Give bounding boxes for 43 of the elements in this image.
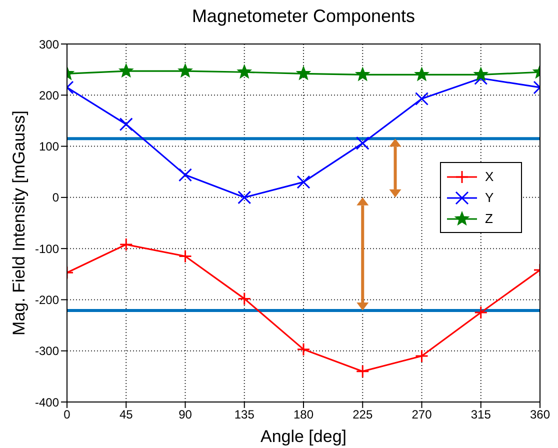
point <box>415 92 428 106</box>
legend-label: X <box>485 168 494 186</box>
y-tick-label: 200 <box>38 88 60 102</box>
point <box>237 64 252 78</box>
point <box>474 306 488 320</box>
legend-label: Z <box>485 210 493 228</box>
point <box>296 66 311 80</box>
point <box>415 349 428 363</box>
point <box>178 249 192 263</box>
point <box>119 118 133 132</box>
y-tick-label: 300 <box>38 37 60 52</box>
x-tick-label: 360 <box>530 408 550 422</box>
y-tick-label: -400 <box>34 395 60 410</box>
y-tick-label: 0 <box>52 190 60 205</box>
point <box>178 168 192 182</box>
x-tick-label: 135 <box>234 408 255 422</box>
x-axis-title: Angle [deg] <box>260 427 347 446</box>
x-tick-label: 315 <box>470 408 492 422</box>
point <box>414 67 429 81</box>
y-tick-label: -300 <box>34 344 60 358</box>
chart-title: Magnetometer Components <box>190 6 416 27</box>
point <box>119 238 133 252</box>
y-axis-title: Mag. Field Intensity [mGauss] <box>9 110 28 336</box>
y-tick-label: 100 <box>38 140 60 154</box>
x-tick-label: 180 <box>293 408 314 422</box>
x-tick-label: 45 <box>119 408 134 422</box>
y-tick-label: -100 <box>34 242 60 256</box>
point <box>356 136 370 150</box>
y-tick-label: -200 <box>34 292 60 307</box>
point <box>356 67 370 81</box>
point <box>296 342 310 356</box>
point <box>238 190 252 204</box>
x-tick-label: 270 <box>412 408 432 422</box>
x-tick-label: 225 <box>352 408 373 422</box>
point <box>296 175 310 189</box>
point <box>178 64 192 78</box>
x-tick-label: 0 <box>64 408 71 422</box>
point <box>356 364 370 378</box>
point <box>474 67 488 81</box>
point <box>238 292 252 306</box>
point <box>119 64 134 78</box>
legend-label: Y <box>485 189 494 207</box>
x-tick-label: 90 <box>178 408 192 422</box>
